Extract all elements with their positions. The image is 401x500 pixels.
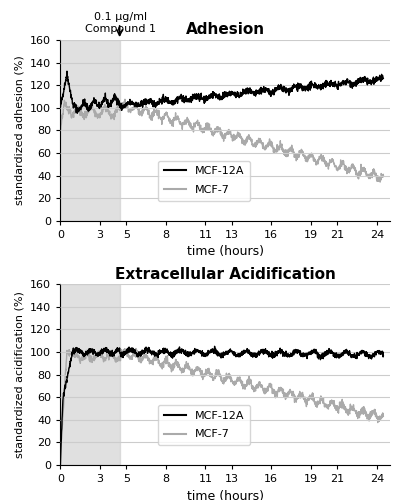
- Bar: [60, 284, 119, 465]
- Bar: [60, 40, 119, 221]
- Y-axis label: standardized acidification (%): standardized acidification (%): [14, 291, 24, 458]
- Text: 0.1 μg/ml
Compound 1: 0.1 μg/ml Compound 1: [85, 12, 156, 34]
- Y-axis label: standardized adhesion (%): standardized adhesion (%): [14, 56, 24, 206]
- Legend: MCF-12A, MCF-7: MCF-12A, MCF-7: [158, 161, 249, 201]
- X-axis label: time (hours): time (hours): [186, 246, 263, 258]
- X-axis label: time (hours): time (hours): [186, 490, 263, 500]
- Title: Adhesion: Adhesion: [185, 22, 264, 38]
- Legend: MCF-12A, MCF-7: MCF-12A, MCF-7: [158, 405, 249, 445]
- Title: Extracellular Acidification: Extracellular Acidification: [114, 266, 335, 281]
